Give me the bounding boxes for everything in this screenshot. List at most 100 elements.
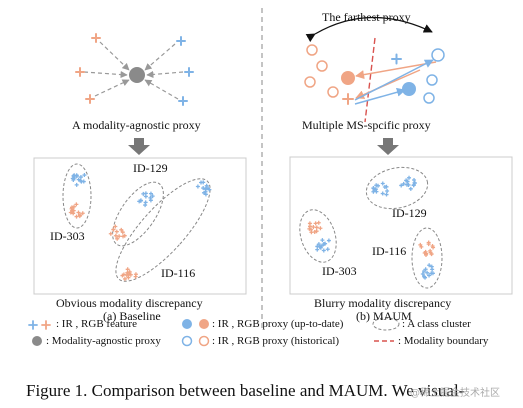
feature-mark bbox=[122, 276, 127, 281]
feature-mark bbox=[76, 177, 81, 182]
left-sub-label: (a) Baseline bbox=[103, 309, 161, 323]
cluster-ellipse-129-maum bbox=[365, 166, 429, 210]
legend-agnostic-icon bbox=[32, 336, 42, 346]
legend-cluster: : A class cluster bbox=[402, 318, 471, 330]
feature-mark bbox=[148, 195, 153, 200]
down-arrow-right bbox=[377, 138, 399, 155]
legend-proxy-historical: : IR , RGB proxy (historical) bbox=[212, 335, 340, 347]
feature-mark bbox=[312, 229, 317, 234]
left-top-caption: A modality-agnostic proxy bbox=[72, 118, 201, 132]
feature-mark bbox=[201, 186, 206, 191]
feature-mark bbox=[308, 224, 313, 229]
right-id-116: ID-116 bbox=[372, 244, 407, 258]
feature-mark bbox=[74, 202, 79, 207]
feature-mark bbox=[125, 267, 130, 272]
watermark: @稀土掘金技术社区 bbox=[410, 388, 500, 399]
feature-mark bbox=[425, 270, 430, 275]
right-top-caption: Multiple MS-spcific proxy bbox=[302, 118, 431, 132]
feature-mark bbox=[71, 173, 76, 178]
feature-mark bbox=[74, 182, 79, 187]
maum-feature-scatter bbox=[307, 175, 436, 280]
feature-mark bbox=[405, 179, 410, 184]
farthest-proxy-label: The farthest proxy bbox=[322, 10, 411, 24]
cluster-ellipse-116 bbox=[115, 178, 211, 282]
feature-mark bbox=[74, 173, 79, 178]
legend-agnostic: : Modality-agnostic proxy bbox=[46, 335, 161, 347]
left-bottom-caption: Obvious modality discrepancy bbox=[56, 296, 203, 310]
feature-mark bbox=[199, 180, 204, 185]
feature-mark bbox=[203, 189, 208, 194]
feature-mark bbox=[316, 220, 321, 225]
feature-mark bbox=[372, 188, 377, 193]
right-sub-label: (b) MAUM bbox=[356, 309, 412, 323]
feature-mark bbox=[311, 225, 316, 230]
feature-mark bbox=[412, 180, 417, 185]
feature-mark bbox=[418, 242, 423, 247]
feature-mark bbox=[313, 221, 318, 226]
feature-mark bbox=[119, 227, 124, 232]
feature-mark bbox=[133, 274, 138, 279]
feature-mark bbox=[315, 247, 320, 252]
right-id-129: ID-129 bbox=[392, 206, 427, 220]
feature-mark bbox=[71, 208, 76, 213]
left-id-116: ID-116 bbox=[161, 266, 196, 280]
feature-mark bbox=[419, 244, 424, 249]
feature-mark bbox=[207, 187, 212, 192]
feature-mark bbox=[420, 272, 425, 277]
cluster-ellipse-303 bbox=[62, 163, 92, 229]
feature-mark bbox=[422, 251, 427, 256]
feature-mark bbox=[326, 238, 331, 243]
modality-boundary-line bbox=[364, 37, 376, 123]
feature-mark bbox=[79, 179, 84, 184]
feature-mark bbox=[128, 272, 133, 277]
cluster-ellipse-129 bbox=[112, 181, 164, 247]
feature-mark bbox=[430, 271, 435, 276]
feature-mark bbox=[69, 205, 74, 210]
feature-mark bbox=[318, 226, 323, 231]
feature-mark bbox=[148, 191, 153, 196]
legend-icons bbox=[28, 317, 400, 347]
baseline-feature-scatter bbox=[68, 173, 212, 281]
feature-mark bbox=[423, 275, 428, 280]
modality-agnostic-proxy-dot bbox=[129, 67, 145, 83]
cluster-ellipse-116-maum bbox=[411, 227, 443, 289]
feature-mark bbox=[428, 250, 433, 255]
feature-mark bbox=[120, 273, 125, 278]
baseline-proxy-diagram bbox=[75, 33, 194, 106]
legend-feature: : IR , RGB feature bbox=[56, 318, 137, 330]
feature-mark bbox=[411, 182, 416, 187]
maum-cluster-box bbox=[289, 156, 513, 295]
feature-mark bbox=[423, 267, 428, 272]
feature-mark bbox=[431, 245, 436, 250]
feature-mark bbox=[382, 185, 387, 190]
feature-mark bbox=[399, 183, 404, 188]
feature-mark bbox=[195, 184, 200, 189]
feature-mark bbox=[76, 210, 81, 215]
feature-mark bbox=[114, 229, 119, 234]
feature-mark bbox=[80, 211, 85, 216]
feature-mark bbox=[143, 191, 148, 196]
feature-mark bbox=[74, 214, 79, 219]
feature-mark bbox=[406, 182, 411, 187]
feature-mark bbox=[115, 236, 120, 241]
feature-mark bbox=[423, 253, 428, 258]
feature-mark bbox=[407, 175, 412, 180]
feature-mark bbox=[321, 242, 326, 247]
maum-proxy-diagram bbox=[304, 16, 445, 123]
feature-mark bbox=[126, 275, 131, 280]
feature-mark bbox=[316, 242, 321, 247]
feature-mark bbox=[320, 238, 325, 243]
feature-mark bbox=[401, 181, 406, 186]
feature-mark bbox=[108, 231, 113, 236]
feature-mark bbox=[385, 189, 390, 193]
left-id-129: ID-129 bbox=[133, 161, 168, 175]
feature-mark bbox=[430, 267, 435, 272]
feature-mark bbox=[113, 224, 118, 229]
feature-mark bbox=[78, 213, 83, 218]
feature-mark bbox=[121, 234, 126, 239]
right-id-303: ID-303 bbox=[322, 264, 357, 278]
left-id-303: ID-303 bbox=[50, 229, 85, 243]
feature-mark bbox=[380, 191, 385, 196]
feature-mark bbox=[72, 176, 77, 181]
